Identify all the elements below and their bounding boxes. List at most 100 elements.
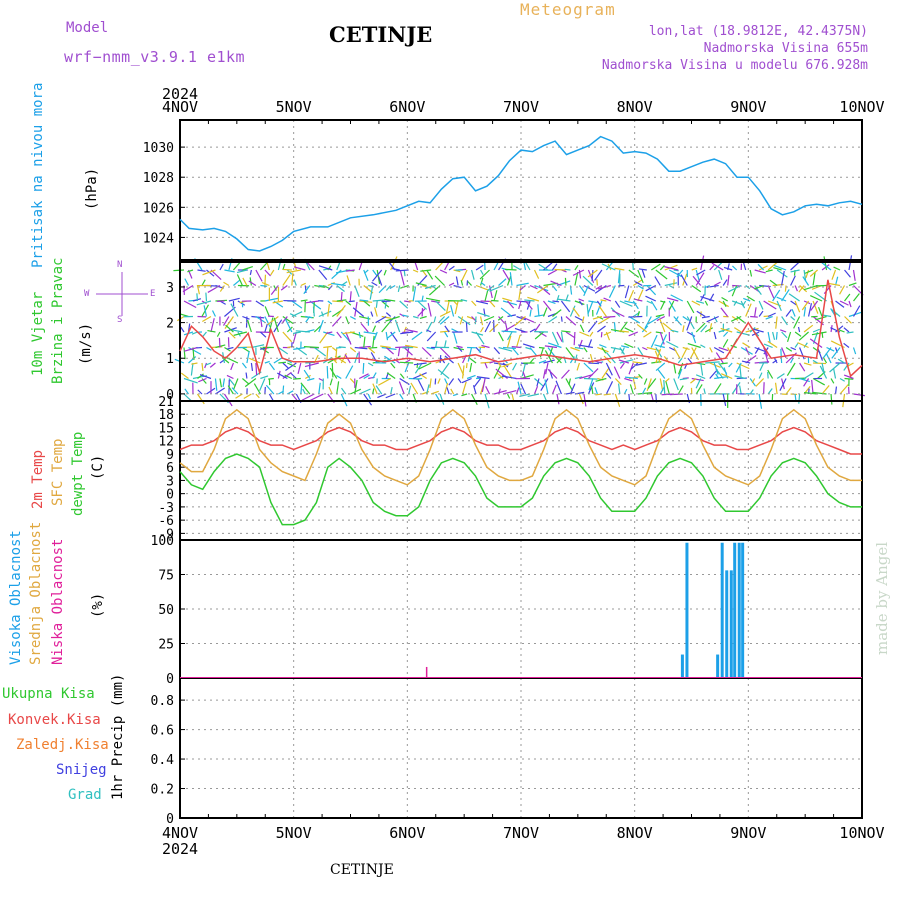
wind-vector bbox=[722, 300, 727, 308]
wind-vector bbox=[363, 300, 371, 307]
wind-vector bbox=[475, 264, 484, 271]
wind-vector bbox=[544, 379, 549, 395]
wind-vector bbox=[497, 316, 504, 321]
wind-vector bbox=[413, 362, 427, 366]
wind-vector bbox=[278, 347, 289, 355]
wind-vector bbox=[479, 277, 484, 286]
wind-vector bbox=[718, 300, 729, 308]
wind-vector bbox=[406, 347, 410, 357]
wind-vector bbox=[556, 295, 560, 302]
wind-speed-line bbox=[179, 279, 863, 378]
wind-vector bbox=[608, 285, 616, 298]
product-label: Meteogram bbox=[520, 0, 616, 19]
wind-vector bbox=[555, 380, 562, 395]
wind-vector bbox=[839, 384, 849, 395]
wind-vector bbox=[412, 372, 427, 380]
wind-vector bbox=[572, 269, 585, 276]
wind-vector bbox=[728, 362, 733, 368]
wind-vector bbox=[809, 338, 823, 348]
wind-vector bbox=[270, 269, 275, 276]
wind-vector bbox=[721, 296, 728, 302]
wind-vector bbox=[547, 269, 558, 276]
wind-vector bbox=[614, 378, 622, 386]
pressure-line bbox=[179, 135, 863, 252]
wind-vector bbox=[386, 372, 396, 379]
wind-vector bbox=[733, 327, 742, 333]
wind-vector bbox=[261, 281, 270, 287]
wind-vector bbox=[807, 303, 813, 317]
wind-vector bbox=[211, 310, 216, 317]
wind-vector bbox=[643, 331, 652, 338]
wind-vector bbox=[264, 269, 271, 277]
wind-vector bbox=[327, 282, 335, 287]
wind-vector bbox=[242, 277, 248, 286]
wind-vector bbox=[551, 331, 559, 346]
wind-vector bbox=[781, 270, 785, 286]
wind-vector bbox=[624, 376, 638, 380]
cloud-bar-high_cloud bbox=[725, 570, 729, 678]
wind-vector bbox=[201, 279, 206, 286]
wind-vector bbox=[431, 300, 440, 304]
wind-vector bbox=[829, 362, 841, 373]
wind-vector bbox=[633, 298, 643, 302]
wind-vector bbox=[367, 347, 376, 354]
wind-vector bbox=[241, 362, 247, 369]
wind-vector bbox=[206, 269, 215, 277]
wind-vector bbox=[718, 269, 723, 280]
wind-vector bbox=[360, 323, 369, 333]
wind-vector bbox=[327, 285, 333, 291]
wind-vector bbox=[354, 379, 358, 395]
wind-vector bbox=[326, 366, 329, 379]
wind-vector bbox=[695, 272, 705, 286]
wind-vector bbox=[548, 316, 558, 323]
wind-vector bbox=[323, 284, 331, 290]
wind-vector bbox=[568, 378, 572, 386]
wind-vector bbox=[502, 269, 511, 282]
wind-vector bbox=[621, 347, 625, 354]
wind-vector bbox=[489, 300, 496, 308]
wind-vector bbox=[381, 315, 391, 319]
panel-frame bbox=[179, 677, 863, 819]
wind-vector bbox=[594, 269, 603, 281]
wind-vector bbox=[709, 347, 713, 353]
wind-vector bbox=[183, 300, 197, 309]
wind-vector bbox=[202, 315, 212, 323]
wind-vector bbox=[618, 359, 630, 364]
cloud-bar-high_cloud bbox=[720, 542, 724, 678]
wind-vector bbox=[453, 331, 458, 344]
wind-vector bbox=[453, 300, 458, 306]
wind-vector bbox=[378, 276, 383, 286]
y-tick-label: 6 bbox=[166, 461, 174, 476]
wind-vector bbox=[687, 357, 693, 364]
wind-vector bbox=[574, 354, 578, 364]
wind-vector bbox=[650, 334, 658, 348]
cloud-bar-high_cloud bbox=[737, 542, 741, 678]
wind-vector bbox=[286, 269, 301, 274]
wind-vector bbox=[232, 329, 243, 333]
wind-vector bbox=[493, 290, 498, 302]
wind-vector bbox=[390, 386, 393, 395]
wind-vector bbox=[527, 296, 540, 302]
wind-vector bbox=[742, 342, 751, 349]
wind-vector bbox=[632, 300, 639, 310]
wind-vector bbox=[650, 300, 658, 311]
wind-vector bbox=[303, 369, 311, 379]
wind-vector bbox=[805, 269, 810, 278]
wind-vector bbox=[701, 315, 710, 319]
wind-vector bbox=[328, 386, 333, 395]
wind-vector bbox=[363, 331, 377, 335]
wind-vector bbox=[222, 378, 226, 388]
wind-vector bbox=[228, 378, 235, 386]
wind-vector bbox=[493, 390, 507, 395]
wind-vector bbox=[414, 362, 423, 374]
wind-vector bbox=[498, 316, 506, 324]
wind-vector bbox=[284, 374, 293, 380]
wind-vector bbox=[790, 269, 800, 273]
wind-vector bbox=[556, 331, 563, 342]
wind-vector bbox=[799, 362, 806, 372]
wind-vector bbox=[727, 275, 730, 286]
wind-vector bbox=[359, 300, 373, 303]
wind-vector bbox=[673, 316, 682, 326]
wind-vector bbox=[380, 345, 391, 349]
wind-vector bbox=[273, 317, 279, 333]
